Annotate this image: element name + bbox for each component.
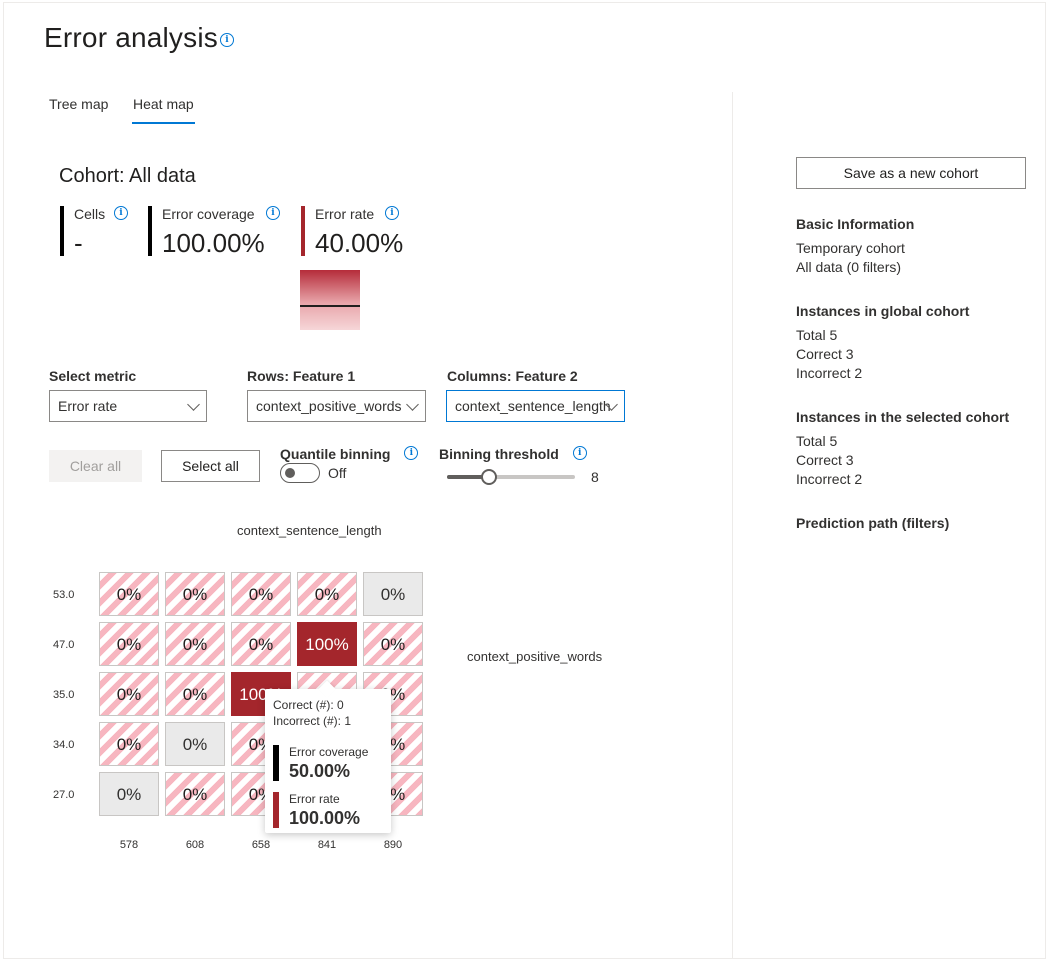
global-cohort-title: Instances in global cohort [796, 303, 970, 319]
row-label: 35.0 [53, 689, 75, 701]
row-label: 47.0 [53, 639, 75, 651]
cohort-title: Cohort: All data [59, 165, 196, 187]
slider-track[interactable] [447, 475, 575, 479]
page-title: Error analysis i [44, 22, 234, 54]
tab-heat-map[interactable]: Heat map [133, 96, 194, 112]
heatmap-cell[interactable]: 0% [99, 672, 159, 716]
heatmap-cell[interactable]: 0% [99, 572, 159, 616]
heatmap-cell[interactable]: 0% [165, 672, 225, 716]
chevron-down-icon [187, 398, 200, 411]
quantile-info-icon[interactable]: i [404, 446, 419, 461]
toggle-knob [285, 468, 295, 478]
rate-info-icon[interactable]: i [385, 206, 399, 220]
rate-bar [301, 206, 305, 256]
heatmap-cell[interactable]: 0% [165, 572, 225, 616]
coverage-info-icon[interactable]: i [266, 206, 280, 220]
coverage-label: Error coverage [162, 206, 255, 222]
metric-dropdown[interactable]: Error rate [49, 390, 207, 422]
info-icon[interactable]: i [220, 33, 234, 47]
selected-incorrect: Incorrect 2 [796, 471, 863, 487]
page-frame [3, 2, 1046, 959]
panel-divider [732, 92, 733, 958]
column-label: 608 [185, 839, 205, 851]
row-axis-title: context_positive_words [467, 649, 603, 664]
chevron-down-icon [406, 398, 419, 411]
quantile-binning-label: Quantile binning i [280, 446, 419, 462]
threshold-info-icon[interactable]: i [572, 446, 587, 461]
heatmap-cell[interactable]: 0% [363, 572, 423, 616]
active-tab-indicator [132, 122, 195, 124]
row-label: 27.0 [53, 789, 75, 801]
prediction-path-title: Prediction path (filters) [796, 515, 950, 531]
cell-tooltip: Correct (#): 0 Incorrect (#): 1 Error co… [265, 680, 391, 833]
gradient-marker [300, 305, 360, 307]
heatmap-cell[interactable]: 0% [99, 722, 159, 766]
error-rate-gradient-legend [300, 270, 360, 330]
tooltip-coverage-value: 50.00% [289, 761, 351, 781]
column-label: 890 [383, 839, 403, 851]
column-label: 578 [119, 839, 139, 851]
columns-dropdown-value: context_sentence_length [455, 398, 611, 414]
heatmap-cell[interactable]: 0% [231, 572, 291, 616]
basic-info-line: All data (0 filters) [796, 259, 902, 275]
tooltip-rate-bar [273, 792, 279, 828]
selected-correct: Correct 3 [796, 452, 854, 468]
cells-info-icon[interactable]: i [114, 206, 128, 220]
tooltip-rate-label: Error rate [289, 792, 340, 806]
selected-total: Total 5 [796, 433, 838, 449]
slider-fill [447, 475, 489, 479]
heatmap-cell[interactable]: 0% [165, 722, 225, 766]
quantile-binning-text: Quantile binning [280, 446, 391, 462]
rows-label: Rows: Feature 1 [247, 368, 356, 384]
selected-cohort-title: Instances in the selected cohort [796, 409, 1010, 425]
binning-threshold-label: Binning threshold i [439, 446, 587, 462]
heatmap-cell[interactable]: 100% [297, 622, 357, 666]
columns-dropdown[interactable]: context_sentence_length [446, 390, 625, 422]
quantile-binning-toggle[interactable] [280, 463, 320, 483]
rate-label: Error rate [315, 206, 375, 222]
basic-info-line: Temporary cohort [796, 240, 905, 256]
save-cohort-button[interactable]: Save as a new cohort [796, 157, 1026, 189]
metric-label: Select metric [49, 368, 137, 384]
heatmap-cell[interactable]: 0% [297, 572, 357, 616]
cells-label: Cells [74, 206, 106, 222]
binning-threshold-value: 8 [591, 469, 599, 485]
column-label: 658 [251, 839, 271, 851]
heatmap-cell[interactable]: 0% [165, 622, 225, 666]
coverage-value: 100.00% [162, 228, 265, 258]
tooltip-coverage-bar [273, 745, 279, 781]
slider-thumb[interactable] [481, 469, 497, 485]
tooltip-coverage-label: Error coverage [289, 745, 369, 759]
global-incorrect: Incorrect 2 [796, 365, 863, 381]
row-label: 53.0 [53, 589, 75, 601]
quantile-binning-state: Off [328, 465, 347, 481]
global-correct: Correct 3 [796, 346, 854, 362]
row-label: 34.0 [53, 739, 75, 751]
rows-dropdown-value: context_positive_words [256, 398, 402, 414]
select-all-button[interactable]: Select all [161, 450, 260, 482]
columns-label: Columns: Feature 2 [447, 368, 578, 384]
global-total: Total 5 [796, 327, 838, 343]
basic-info-title: Basic Information [796, 216, 915, 232]
heatmap-cell[interactable]: 0% [363, 622, 423, 666]
tooltip-rate-value: 100.00% [289, 808, 361, 828]
coverage-bar [148, 206, 152, 256]
heatmap-cell[interactable]: 0% [99, 772, 159, 816]
tooltip-incorrect: Incorrect (#): 1 [273, 714, 352, 728]
metric-dropdown-value: Error rate [58, 398, 118, 414]
column-label: 841 [317, 839, 337, 851]
rate-value: 40.00% [315, 228, 404, 258]
page-title-text: Error analysis [44, 22, 218, 53]
binning-threshold-text: Binning threshold [439, 446, 559, 462]
clear-all-button[interactable]: Clear all [49, 450, 142, 482]
heatmap-cell[interactable]: 0% [165, 772, 225, 816]
cells-value: - [74, 228, 83, 258]
cells-bar [60, 206, 64, 256]
column-axis-title: context_sentence_length [237, 523, 382, 538]
heatmap-cell[interactable]: 0% [99, 622, 159, 666]
tab-tree-map[interactable]: Tree map [49, 96, 109, 112]
heatmap-cell[interactable]: 0% [231, 622, 291, 666]
tooltip-correct: Correct (#): 0 [273, 698, 344, 712]
rows-dropdown[interactable]: context_positive_words [247, 390, 426, 422]
